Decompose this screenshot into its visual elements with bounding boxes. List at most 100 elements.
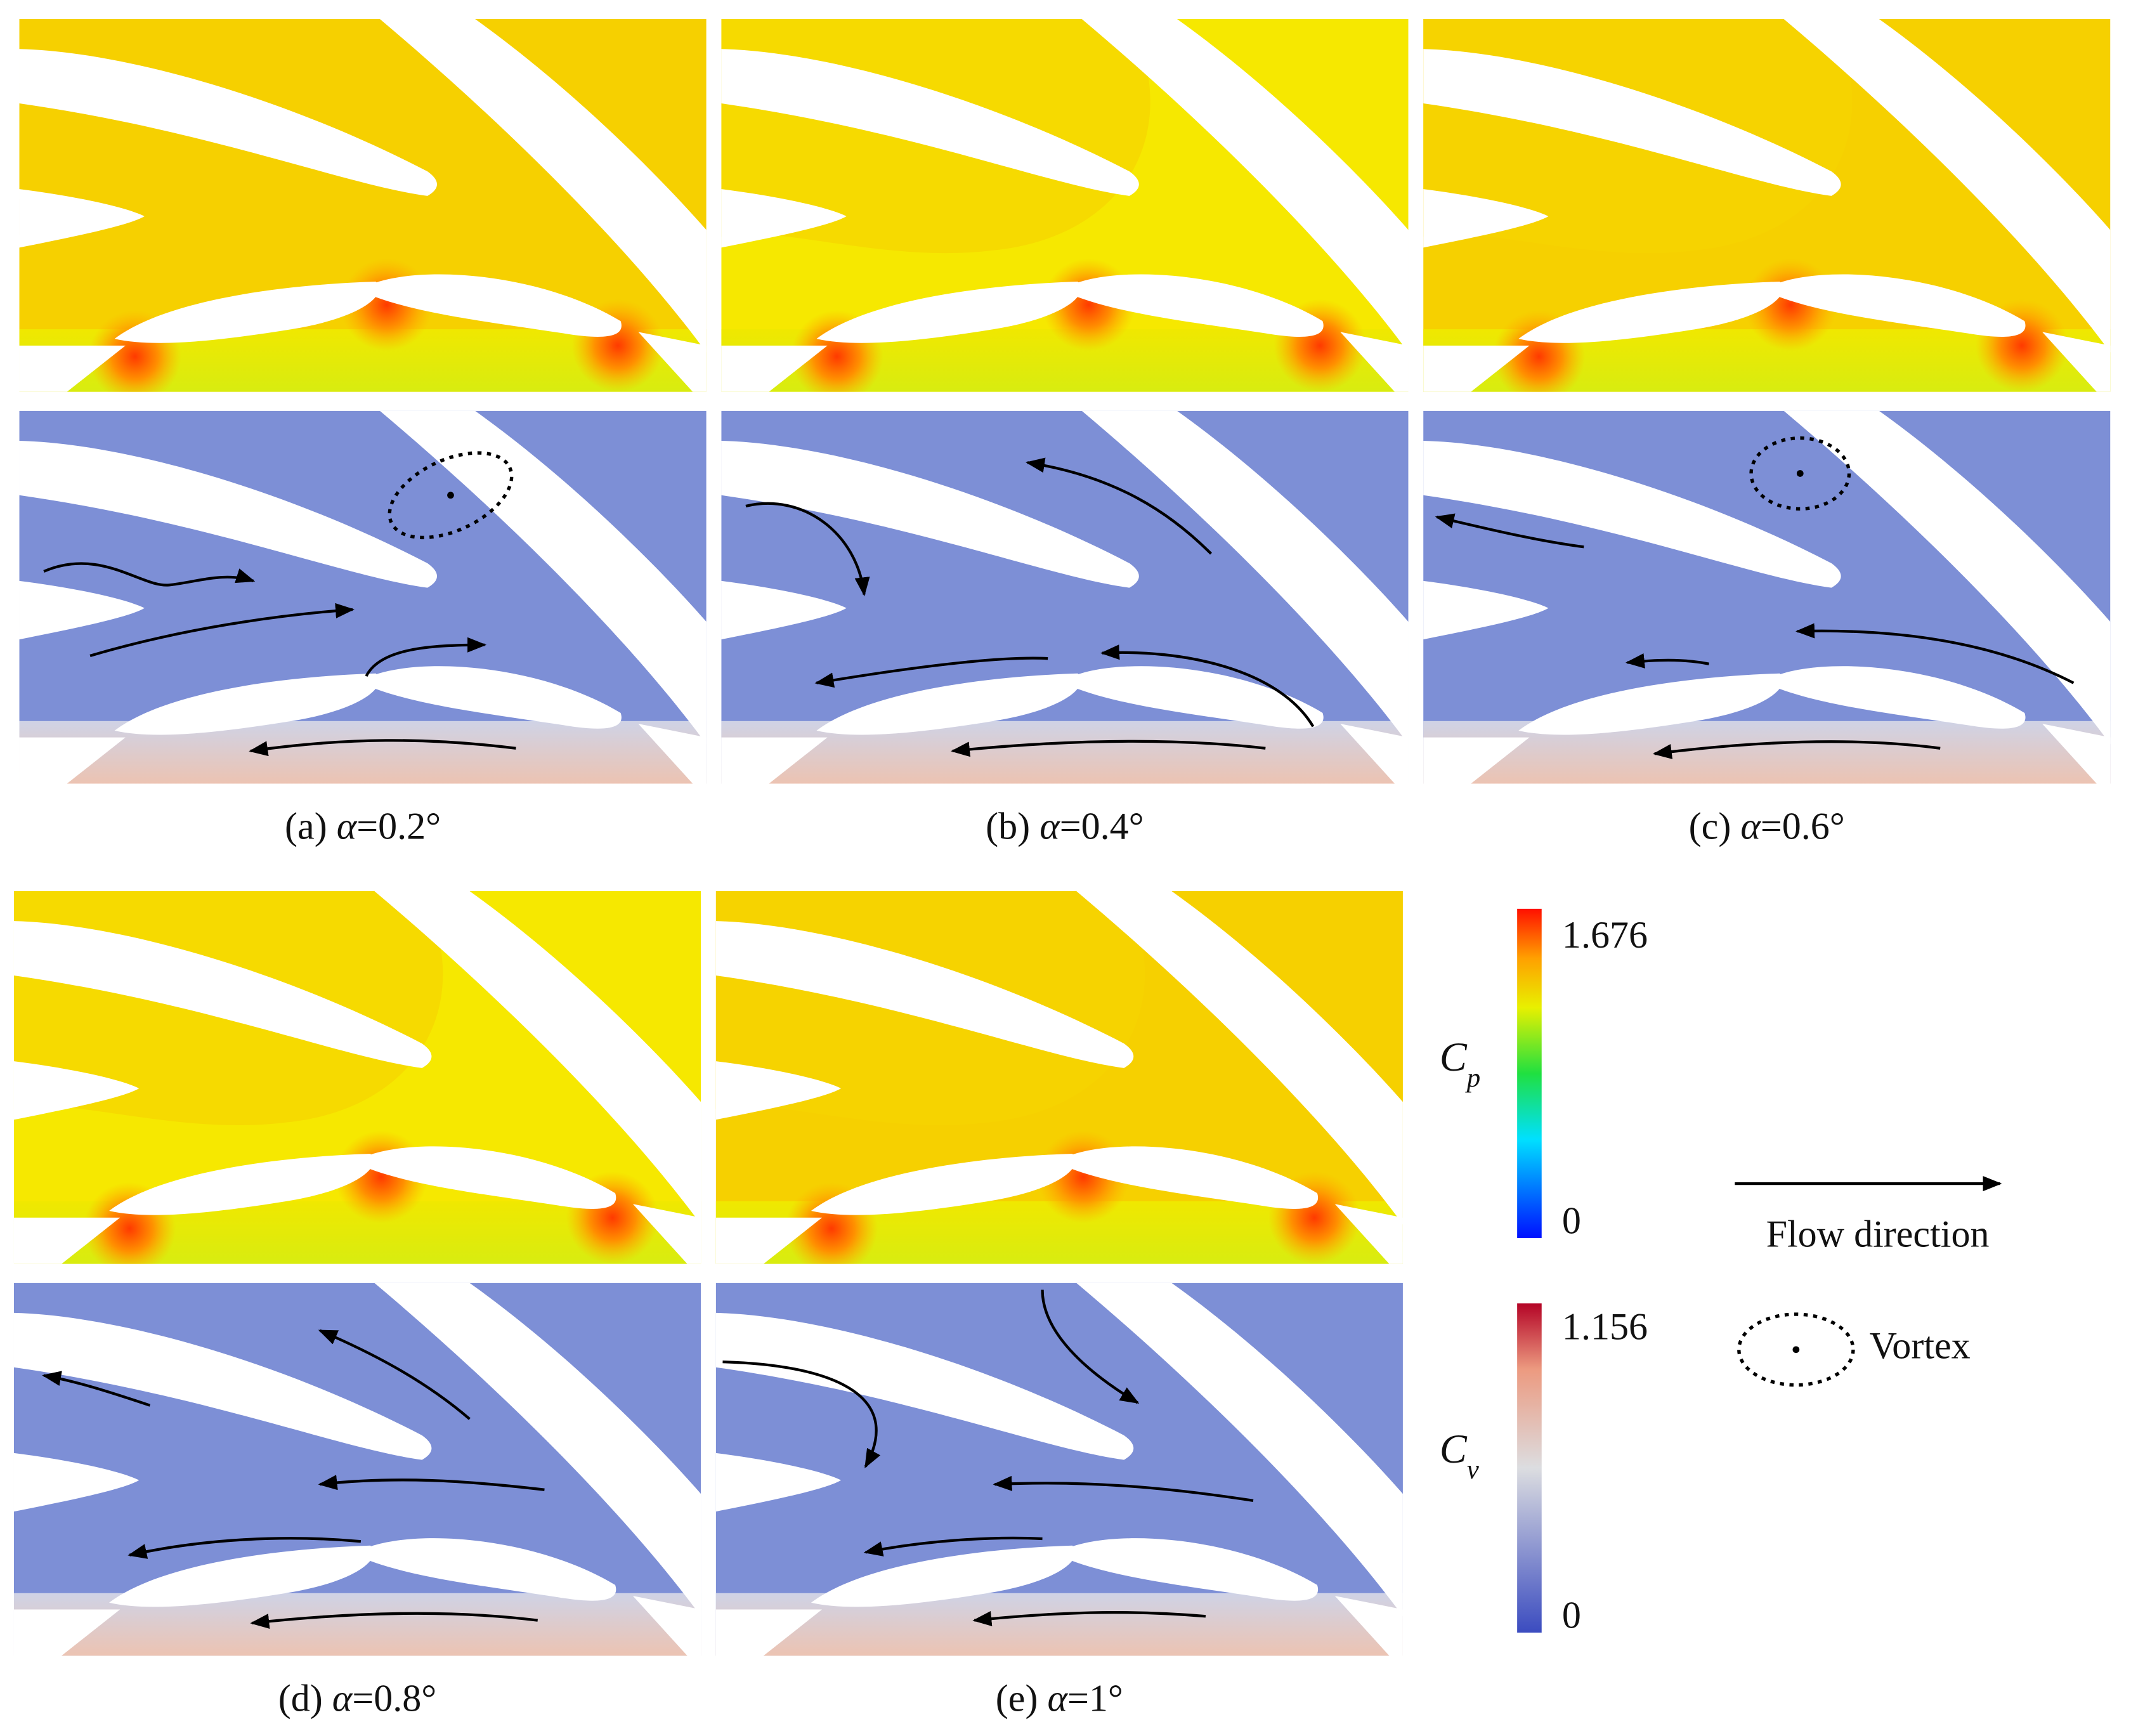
flow-arrow xyxy=(863,1536,1043,1557)
field xyxy=(1423,19,2111,392)
cp-panel xyxy=(13,891,701,1264)
cp-label: Cp xyxy=(1440,1034,1480,1093)
flow-arrow xyxy=(745,502,870,597)
blade xyxy=(721,345,828,392)
blade xyxy=(362,1146,616,1209)
cv-panel xyxy=(721,410,1409,784)
flow-arrow xyxy=(993,1475,1254,1503)
blade xyxy=(1783,410,2111,745)
blade xyxy=(1069,274,1324,337)
blade xyxy=(367,274,622,337)
flow-arrow xyxy=(722,1360,881,1468)
blade xyxy=(19,440,438,588)
blade xyxy=(19,49,438,196)
blade xyxy=(816,282,1081,343)
blade xyxy=(19,345,126,392)
cp-colorbar xyxy=(1517,908,1542,1238)
flow-arrow xyxy=(42,1371,151,1407)
flow-arrow xyxy=(1652,740,1941,759)
flow-arrow xyxy=(1025,457,1213,555)
blade xyxy=(13,1609,121,1656)
field xyxy=(19,410,707,784)
caption-symbol: α xyxy=(332,1676,353,1719)
panels: (a) α=0.2° (b) α=0.4° (c) α=0.6°(d) α=0.8°… xyxy=(13,19,2111,1719)
caption-value: =0.4° xyxy=(1060,804,1144,847)
blade xyxy=(362,1538,616,1601)
blade xyxy=(2042,332,2111,392)
flow-arrow xyxy=(1041,1289,1140,1404)
blade xyxy=(1334,1596,1403,1656)
caption-space xyxy=(1731,804,1740,847)
flow-arrow xyxy=(89,603,355,657)
blade xyxy=(715,1061,842,1120)
cp-symbol: C xyxy=(1440,1034,1468,1080)
blade xyxy=(19,737,126,784)
cv-label: Cv xyxy=(1440,1426,1480,1485)
field xyxy=(721,19,1409,392)
panel-caption: (b) α=0.4° xyxy=(986,804,1144,847)
blade xyxy=(632,1204,701,1264)
vortex xyxy=(1749,436,1851,511)
blade xyxy=(721,737,828,784)
blade xyxy=(13,1061,140,1120)
cp-max: 1.676 xyxy=(1562,913,1648,956)
field xyxy=(13,1282,701,1656)
vortex xyxy=(388,451,514,540)
blade xyxy=(374,1282,701,1617)
caption-label: (e) xyxy=(996,1676,1038,1719)
flow-arrow xyxy=(43,562,256,587)
flow-arrow xyxy=(950,740,1266,757)
blade xyxy=(1064,1146,1319,1209)
cv-min: 0 xyxy=(1562,1593,1581,1636)
flow-arrow xyxy=(250,1612,538,1629)
flow-label: Flow direction xyxy=(1766,1213,1990,1255)
blade xyxy=(811,1545,1076,1607)
flow-arrow xyxy=(1435,513,1584,549)
blade xyxy=(19,580,145,640)
cp-subscript: p xyxy=(1465,1063,1480,1093)
vortex-dot xyxy=(1792,1346,1800,1354)
blade xyxy=(109,1545,374,1607)
flow-arrow xyxy=(972,1611,1206,1626)
caption-label: (c) xyxy=(1689,804,1731,847)
blade xyxy=(1423,737,1530,784)
blade xyxy=(715,1217,823,1264)
cv-symbol: C xyxy=(1440,1426,1468,1472)
cv-panel xyxy=(13,1282,701,1656)
caption-symbol: α xyxy=(337,804,358,847)
flow-arrow xyxy=(365,637,487,677)
blade xyxy=(379,19,707,353)
panel-caption: (d) α=0.8° xyxy=(278,1676,437,1719)
flow-arrow xyxy=(814,656,1048,688)
field xyxy=(715,1282,1403,1656)
caption-label: (b) xyxy=(986,804,1030,847)
cp-panel xyxy=(715,891,1403,1264)
blade xyxy=(811,1153,1076,1215)
blade xyxy=(715,921,1134,1068)
blade xyxy=(715,1312,1134,1460)
caption-value: =0.8° xyxy=(352,1676,436,1719)
blade xyxy=(379,410,707,745)
blade xyxy=(721,189,847,248)
blade xyxy=(2042,724,2111,784)
blade xyxy=(367,666,622,729)
vortex-center xyxy=(447,492,454,499)
caption-value: =0.2° xyxy=(356,804,441,847)
blade xyxy=(1423,440,1841,588)
panel-caption: (c) α=0.6° xyxy=(1689,804,1845,847)
cv-colorbar xyxy=(1517,1303,1542,1633)
flow-arrow xyxy=(127,1537,362,1559)
caption-value: =0.6° xyxy=(1761,804,1845,847)
blade xyxy=(1423,580,1549,640)
blade xyxy=(1423,189,1549,248)
caption-label: (d) xyxy=(278,1676,323,1719)
blade xyxy=(638,724,707,784)
blade xyxy=(1069,666,1324,729)
caption-symbol: α xyxy=(1047,1676,1068,1719)
panel-caption: (e) α=1° xyxy=(996,1676,1123,1719)
blade xyxy=(1771,274,2026,337)
legend: 1.676 0 Cp 1.156 0 Cv Flow direction Vor… xyxy=(1440,908,2002,1636)
caption-space xyxy=(327,804,337,847)
flow-arrow xyxy=(1100,644,1315,728)
